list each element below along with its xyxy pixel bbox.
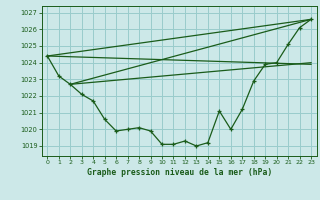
- X-axis label: Graphe pression niveau de la mer (hPa): Graphe pression niveau de la mer (hPa): [87, 168, 272, 177]
